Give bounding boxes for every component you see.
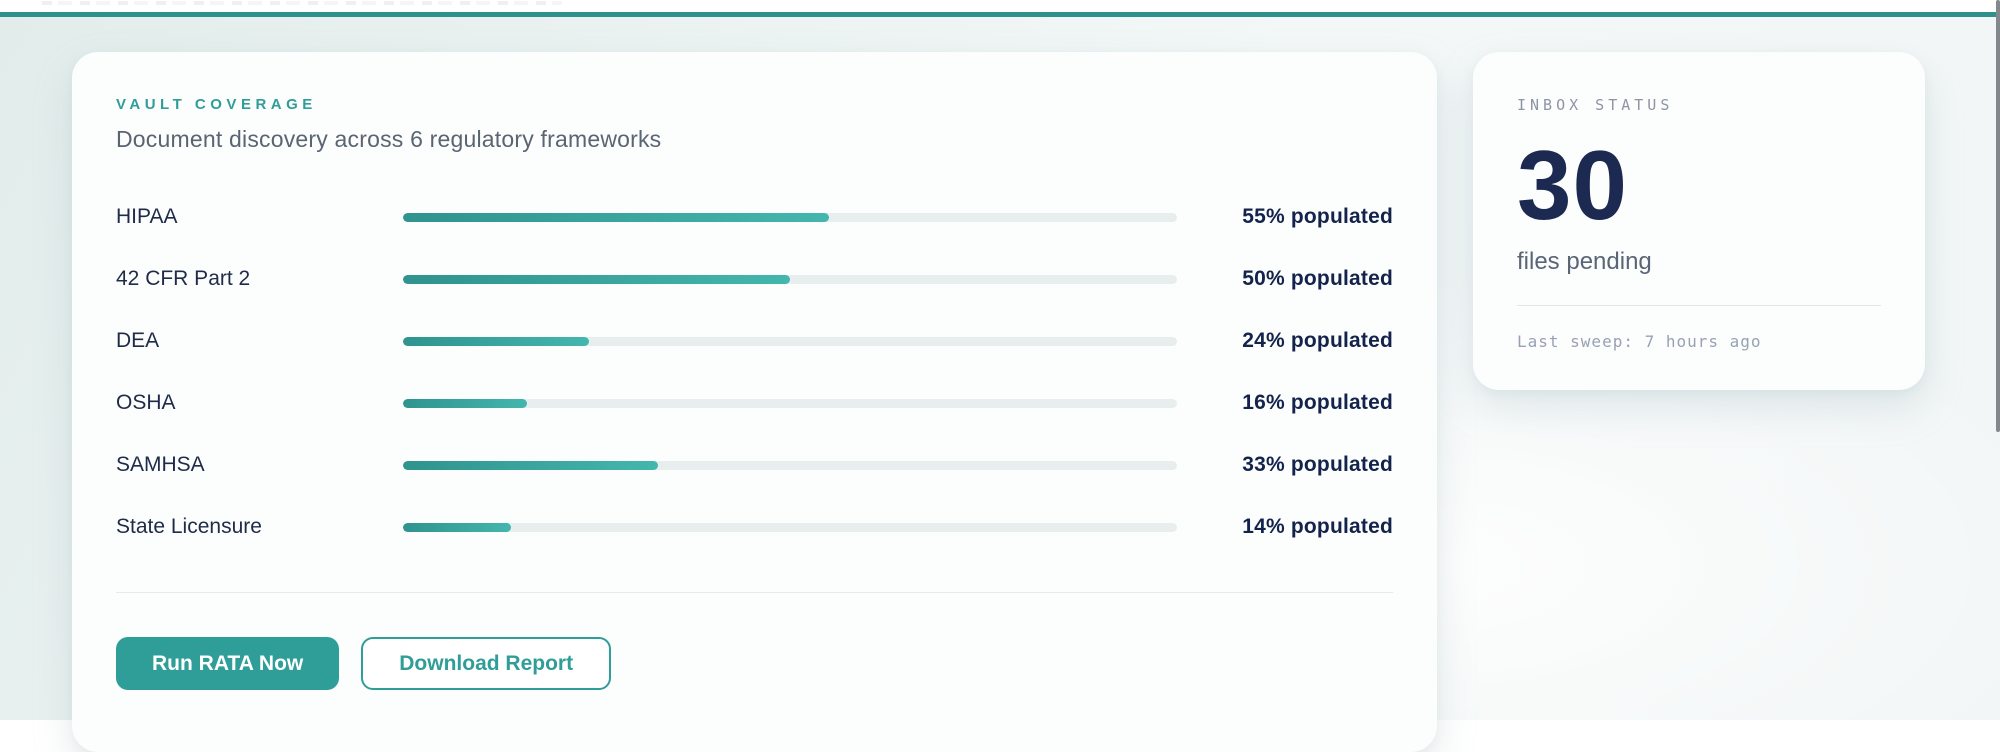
framework-label: HIPAA bbox=[116, 205, 178, 228]
framework-label: DEA bbox=[116, 329, 160, 352]
progress-bar-fill bbox=[403, 398, 527, 408]
accent-top-rule bbox=[0, 12, 2000, 17]
coverage-row: SAMHSA 33% populated bbox=[116, 434, 1393, 496]
coverage-rows: HIPAA 55% populated 42 CFR Part 2 50% po… bbox=[116, 186, 1393, 558]
coverage-row: OSHA 16% populated bbox=[116, 372, 1393, 434]
populated-percent-label: 16% populated bbox=[1242, 391, 1393, 414]
progress-bar-track bbox=[403, 274, 1177, 284]
progress-bar-track bbox=[403, 398, 1177, 408]
populated-percent-label: 33% populated bbox=[1242, 453, 1393, 476]
progress-bar-fill bbox=[403, 274, 790, 284]
framework-label: SAMHSA bbox=[116, 453, 205, 476]
inbox-status-card: INBOX STATUS 30 files pending Last sweep… bbox=[1473, 52, 1925, 390]
coverage-divider bbox=[116, 592, 1393, 593]
coverage-row: 42 CFR Part 2 50% populated bbox=[116, 248, 1393, 310]
download-report-button[interactable]: Download Report bbox=[361, 637, 612, 690]
coverage-row: HIPAA 55% populated bbox=[116, 186, 1393, 248]
coverage-row: DEA 24% populated bbox=[116, 310, 1393, 372]
progress-bar-fill bbox=[403, 336, 589, 346]
run-rata-button[interactable]: Run RATA Now bbox=[116, 637, 340, 690]
progress-bar-track bbox=[403, 522, 1177, 532]
framework-label: 42 CFR Part 2 bbox=[116, 267, 251, 290]
vault-coverage-card: VAULT COVERAGE Document discovery across… bbox=[72, 52, 1437, 752]
progress-bar-track bbox=[403, 212, 1177, 222]
pending-files-count: 30 bbox=[1517, 130, 1629, 240]
inbox-divider bbox=[1517, 305, 1881, 306]
last-sweep-meta: Last sweep: 7 hours ago bbox=[1517, 332, 1762, 351]
progress-bar-fill bbox=[403, 460, 659, 470]
pending-files-caption: files pending bbox=[1517, 248, 1652, 275]
populated-percent-label: 50% populated bbox=[1242, 267, 1393, 290]
clipped-text-artifact bbox=[42, 1, 562, 5]
progress-bar-track bbox=[403, 460, 1177, 470]
framework-label: State Licensure bbox=[116, 515, 262, 538]
top-strip bbox=[0, 0, 2000, 12]
coverage-actions: Run RATA Now Download Report bbox=[116, 637, 1393, 690]
progress-bar-fill bbox=[403, 522, 512, 532]
populated-percent-label: 24% populated bbox=[1242, 329, 1393, 352]
populated-percent-label: 55% populated bbox=[1242, 205, 1393, 228]
coverage-eyebrow: VAULT COVERAGE bbox=[116, 96, 317, 113]
progress-bar-fill bbox=[403, 212, 829, 222]
progress-bar-track bbox=[403, 336, 1177, 346]
coverage-title: Document discovery across 6 regulatory f… bbox=[116, 126, 662, 152]
coverage-row: State Licensure 14% populated bbox=[116, 496, 1393, 558]
scrollbar-thumb[interactable] bbox=[1996, 0, 2000, 432]
populated-percent-label: 14% populated bbox=[1242, 515, 1393, 538]
framework-label: OSHA bbox=[116, 391, 176, 414]
inbox-eyebrow: INBOX STATUS bbox=[1517, 96, 1674, 114]
